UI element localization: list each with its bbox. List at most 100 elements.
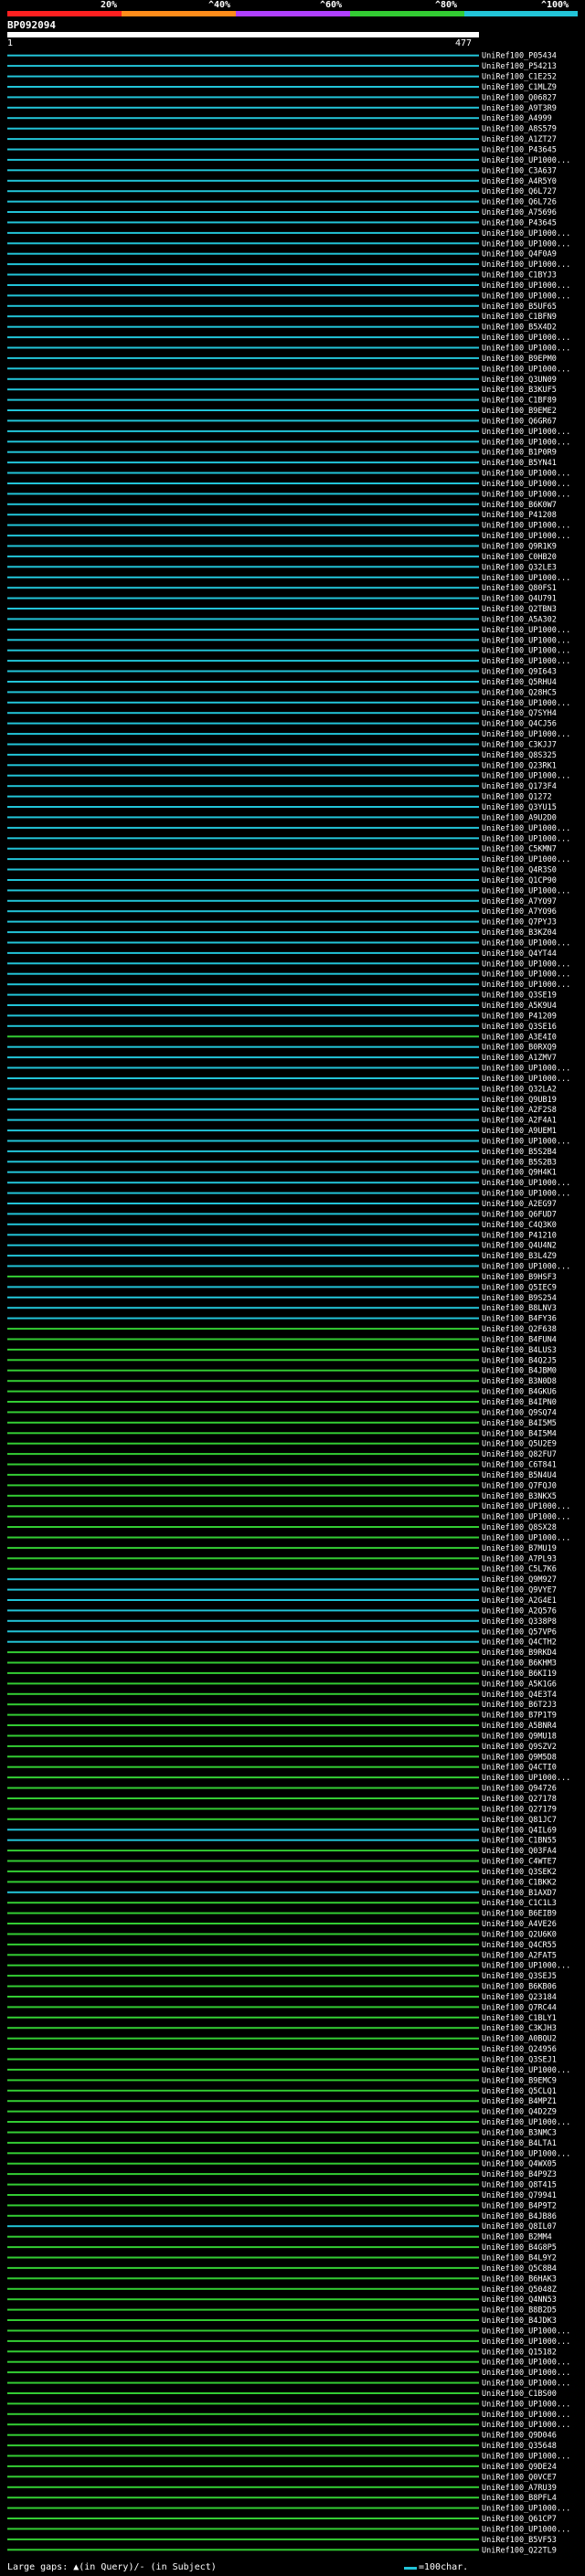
hit-bar[interactable]	[7, 576, 479, 578]
hit-label[interactable]: UniRef100_B9EME2	[482, 407, 557, 416]
hit-label[interactable]: UniRef100_Q2TBN3	[482, 605, 557, 614]
hit-label[interactable]: UniRef100_B8LNV3	[482, 1304, 557, 1313]
hit-label[interactable]: UniRef100_A2Q576	[482, 1606, 557, 1616]
hit-label[interactable]: UniRef100_UP1000...	[482, 292, 570, 301]
hit-label[interactable]: UniRef100_UP1000...	[482, 2359, 570, 2368]
hit-label[interactable]: UniRef100_C3KJJ7	[482, 741, 557, 750]
hit-label[interactable]: UniRef100_Q6GR67	[482, 417, 557, 426]
hit-label[interactable]: UniRef100_B9S254	[482, 1294, 557, 1303]
hit-label[interactable]: UniRef100_B5S2B3	[482, 1158, 557, 1167]
hit-bar[interactable]	[7, 325, 479, 328]
hit-label[interactable]: UniRef100_C0HB20	[482, 553, 557, 562]
hit-label[interactable]: UniRef100_Q22TL9	[482, 2546, 557, 2555]
hit-bar[interactable]	[7, 179, 479, 182]
hit-label[interactable]: UniRef100_B9HSF3	[482, 1273, 557, 1282]
hit-bar[interactable]	[7, 2518, 479, 2519]
hit-bar[interactable]	[7, 1640, 479, 1643]
hit-bar[interactable]	[7, 2538, 479, 2540]
hit-label[interactable]: UniRef100_Q4CTH2	[482, 1638, 557, 1648]
hit-bar[interactable]	[7, 1056, 479, 1059]
hit-bar[interactable]	[7, 2027, 479, 2030]
hit-label[interactable]: UniRef100_B3NMC3	[482, 2129, 557, 2138]
hit-bar[interactable]	[7, 1671, 479, 1674]
hit-label[interactable]: UniRef100_P41208	[482, 511, 557, 520]
hit-label[interactable]: UniRef100_B9EPM0	[482, 355, 557, 364]
hit-label[interactable]: UniRef100_A8S579	[482, 125, 557, 134]
hit-label[interactable]: UniRef100_C1C1L3	[482, 1899, 557, 1908]
hit-bar[interactable]	[7, 1755, 479, 1758]
hit-bar[interactable]	[7, 1494, 479, 1497]
hit-bar[interactable]	[7, 1975, 479, 1977]
hit-bar[interactable]	[7, 315, 479, 318]
hit-bar[interactable]	[7, 1307, 479, 1309]
hit-label[interactable]: UniRef100_UP1000...	[482, 2421, 570, 2430]
hit-label[interactable]: UniRef100_A7YO97	[482, 897, 557, 906]
hit-bar[interactable]	[7, 2496, 479, 2499]
hit-bar[interactable]	[7, 106, 479, 109]
hit-bar[interactable]	[7, 2194, 479, 2196]
hit-label[interactable]: UniRef100_Q3SEK2	[482, 1868, 557, 1877]
hit-bar[interactable]	[7, 2131, 479, 2134]
hit-bar[interactable]	[7, 1150, 479, 1152]
hit-bar[interactable]	[7, 2412, 479, 2415]
hit-bar[interactable]	[7, 1390, 479, 1393]
hit-bar[interactable]	[7, 169, 479, 172]
hit-label[interactable]: UniRef100_UP1000...	[482, 2369, 570, 2378]
hit-label[interactable]: UniRef100_Q173F4	[482, 782, 557, 791]
hit-bar[interactable]	[7, 2006, 479, 2009]
hit-label[interactable]: UniRef100_Q9H4K1	[482, 1169, 557, 1178]
hit-bar[interactable]	[7, 1860, 479, 1862]
hit-label[interactable]: UniRef100_UP1000...	[482, 730, 570, 739]
hit-label[interactable]: UniRef100_UP1000...	[482, 1502, 570, 1511]
hit-bar[interactable]	[7, 1213, 479, 1215]
hit-label[interactable]: UniRef100_B3KZ04	[482, 928, 557, 938]
hit-label[interactable]: UniRef100_Q4D2Z9	[482, 2108, 557, 2117]
hit-label[interactable]: UniRef100_Q8T415	[482, 2181, 557, 2190]
hit-label[interactable]: UniRef100_B4G8P5	[482, 2243, 557, 2253]
hit-label[interactable]: UniRef100_B5YN41	[482, 459, 557, 468]
hit-bar[interactable]	[7, 158, 479, 161]
hit-label[interactable]: UniRef100_UP1000...	[482, 636, 570, 645]
hit-bar[interactable]	[7, 962, 479, 965]
hit-label[interactable]: UniRef100_Q9M5D8	[482, 1753, 557, 1762]
hit-label[interactable]: UniRef100_UP1000...	[482, 1774, 570, 1783]
hit-label[interactable]: UniRef100_B6KB06	[482, 1983, 557, 1992]
hit-bar[interactable]	[7, 242, 479, 245]
hit-bar[interactable]	[7, 1129, 479, 1132]
hit-label[interactable]: UniRef100_A1ZT27	[482, 135, 557, 144]
hit-label[interactable]: UniRef100_B4L9Y2	[482, 2254, 557, 2263]
hit-label[interactable]: UniRef100_Q338P8	[482, 1617, 557, 1627]
hit-bar[interactable]	[7, 461, 479, 464]
hit-label[interactable]: UniRef100_Q80FS1	[482, 584, 557, 593]
hit-bar[interactable]	[7, 1244, 479, 1246]
hit-bar[interactable]	[7, 764, 479, 767]
hit-label[interactable]: UniRef100_Q4U791	[482, 595, 557, 604]
hit-label[interactable]: UniRef100_A9UEM1	[482, 1127, 557, 1136]
hit-label[interactable]: UniRef100_UP1000...	[482, 260, 570, 270]
hit-label[interactable]: UniRef100_C1MLZ9	[482, 83, 557, 92]
hit-bar[interactable]	[7, 649, 479, 652]
hit-label[interactable]: UniRef100_UP1000...	[482, 772, 570, 781]
hit-bar[interactable]	[7, 1275, 479, 1277]
hit-label[interactable]: UniRef100_B3N0D8	[482, 1377, 557, 1386]
hit-bar[interactable]	[7, 231, 479, 234]
hit-label[interactable]: UniRef100_Q6L727	[482, 187, 557, 196]
hit-bar[interactable]	[7, 1296, 479, 1299]
hit-bar[interactable]	[7, 1505, 479, 1508]
hit-bar[interactable]	[7, 1118, 479, 1121]
hit-bar[interactable]	[7, 1380, 479, 1383]
hit-bar[interactable]	[7, 346, 479, 349]
hit-bar[interactable]	[7, 1651, 479, 1654]
hit-bar[interactable]	[7, 1619, 479, 1622]
hit-bar[interactable]	[7, 1933, 479, 1935]
hit-label[interactable]: UniRef100_A7RU39	[482, 2484, 557, 2493]
hit-bar[interactable]	[7, 429, 479, 432]
hit-bar[interactable]	[7, 2089, 479, 2092]
hit-bar[interactable]	[7, 1286, 479, 1288]
hit-label[interactable]: UniRef100_UP1000...	[482, 156, 570, 165]
hit-label[interactable]: UniRef100_Q3SEJ1	[482, 2056, 557, 2065]
hit-label[interactable]: UniRef100_B4P9T2	[482, 2201, 557, 2210]
hit-label[interactable]: UniRef100_B2MM4	[482, 2233, 552, 2242]
hit-label[interactable]: UniRef100_UP1000...	[482, 1263, 570, 1272]
hit-label[interactable]: UniRef100_UP1000...	[482, 886, 570, 896]
